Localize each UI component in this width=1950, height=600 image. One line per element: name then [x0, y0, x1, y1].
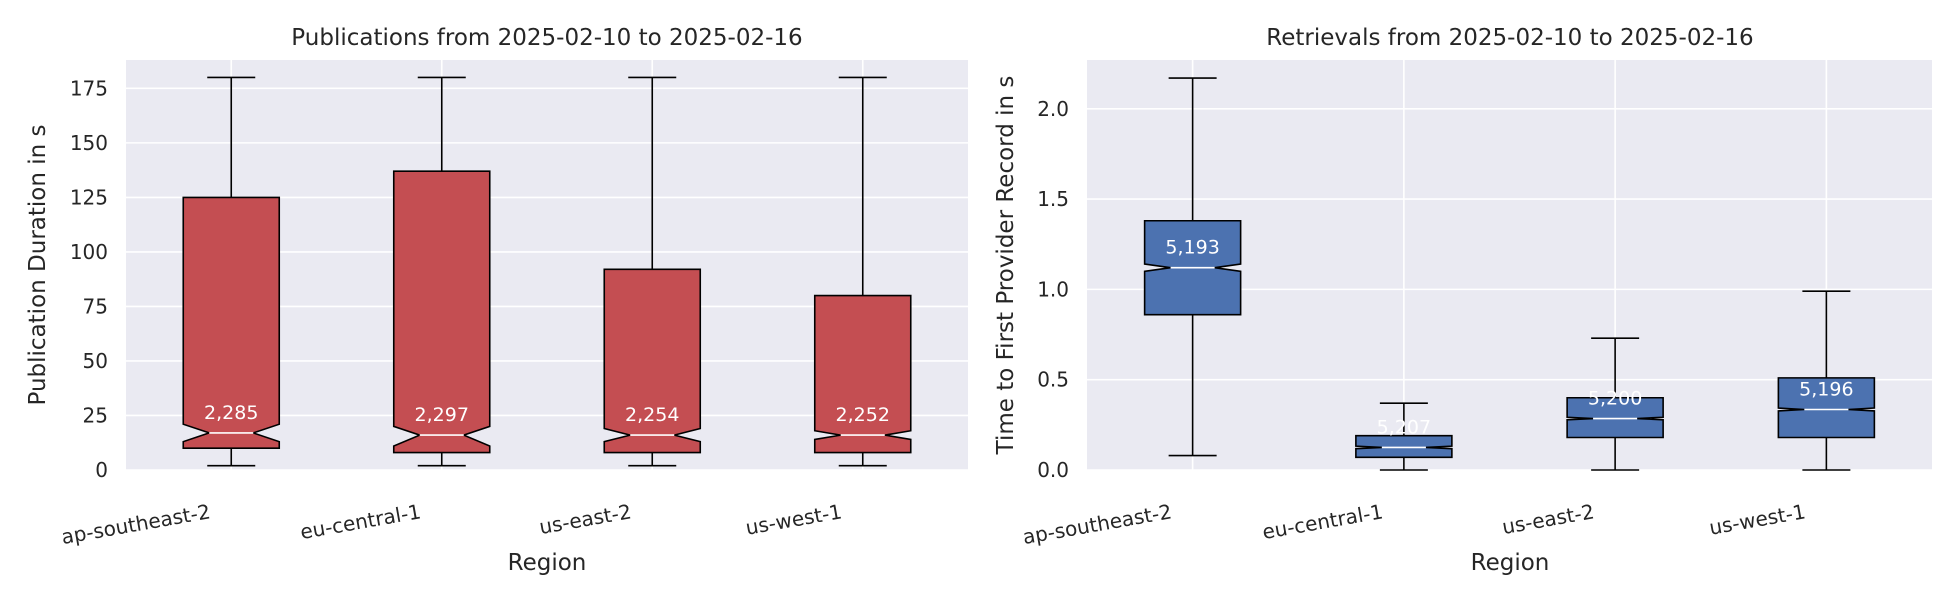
retrievals-x-axis-label: Region [1471, 550, 1550, 576]
publications-y-axis-label: Publication Duration in s [25, 125, 51, 406]
retrievals-x-tick-label: us-east-2 [1500, 499, 1596, 539]
retrievals-y-tick-label: 2.0 [1037, 97, 1069, 121]
publications-y-tick-label: 0 [95, 458, 108, 482]
retrievals-y-tick-label: 0.5 [1037, 368, 1069, 392]
retrievals-y-tick-label: 1.5 [1037, 187, 1069, 211]
publications-x-tick-label: us-west-1 [744, 499, 844, 540]
publications-box [813, 294, 912, 454]
retrievals-count-label: 5,193 [1165, 237, 1219, 259]
retrievals-x-tick-label: ap-southeast-2 [1021, 499, 1174, 549]
publications-box [182, 196, 281, 449]
retrievals-count-label: 5,196 [1799, 378, 1853, 400]
retrievals-y-tick-label: 1.0 [1037, 277, 1069, 301]
retrievals-box [1566, 396, 1664, 439]
publications-y-tick-label: 50 [83, 349, 108, 373]
publications-y-tick-label: 75 [83, 294, 108, 318]
publications-x-axis-label: Region [508, 550, 587, 576]
publications-x-tick-label: eu-central-1 [298, 499, 422, 544]
publications-y-tick-label: 25 [83, 403, 108, 427]
publications-count-label: 2,254 [625, 404, 679, 426]
retrievals-box [1777, 377, 1876, 439]
publications-y-tick-label: 175 [70, 76, 108, 100]
retrievals-y-tick-label: 0.0 [1037, 458, 1069, 482]
retrievals-count-label: 5,207 [1377, 416, 1431, 438]
publications-box [603, 268, 702, 454]
retrievals-x-tick-label: eu-central-1 [1260, 499, 1384, 544]
publications-count-label: 2,285 [204, 402, 258, 424]
publications-x-tick-label: ap-southeast-2 [59, 499, 212, 549]
retrievals-y-axis-label: Time to First Provider Record in s [993, 76, 1019, 456]
publications-count-label: 2,297 [415, 404, 469, 426]
publications-y-tick-label: 100 [70, 240, 108, 264]
publications-count-label: 2,252 [836, 404, 890, 426]
publications-title: Publications from 2025-02-10 to 2025-02-… [291, 25, 802, 51]
publications-y-tick-label: 150 [70, 131, 108, 155]
publications-x-tick-label: us-east-2 [537, 499, 633, 539]
retrievals-title: Retrievals from 2025-02-10 to 2025-02-16 [1266, 25, 1753, 51]
retrievals-panel: 0.0 0.5 1.0 1.5 2.0 5,193 ap-southeast-2 5,207 e… [993, 25, 1932, 576]
retrievals-count-label: 5,200 [1588, 388, 1642, 410]
retrievals-box [1355, 434, 1453, 459]
publications-box [392, 170, 491, 454]
publications-y-tick-label: 125 [70, 185, 108, 209]
retrievals-x-tick-label: us-west-1 [1707, 499, 1807, 540]
publications-panel: 0 25 50 75 100 125 150 175 2,285 ap-southeast-2 2,… [25, 25, 968, 576]
